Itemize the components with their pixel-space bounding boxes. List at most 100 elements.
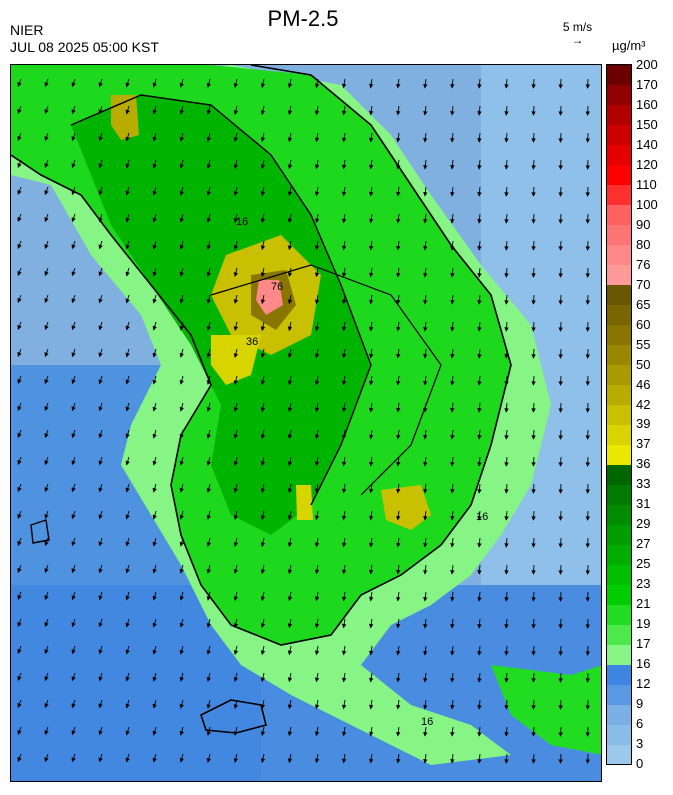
wind-arrow-icon [152, 645, 157, 655]
wind-arrow-icon [287, 537, 293, 548]
wind-arrow-icon [71, 537, 76, 547]
wind-arrow-icon [98, 726, 103, 736]
wind-arrow-icon [341, 267, 347, 278]
wind-arrow-icon [450, 753, 455, 764]
wind-arrow-icon [450, 321, 455, 332]
wind-arrow-icon [314, 240, 320, 251]
wind-arrow-icon [206, 240, 212, 250]
legend-swatch [607, 684, 631, 705]
wind-arrow-icon [531, 726, 536, 737]
wind-arrow-icon [287, 618, 293, 629]
wind-arrow-icon [17, 267, 22, 276]
wind-arrow-icon [425, 780, 426, 781]
legend-tick-label: 36 [636, 456, 651, 472]
wind-arrow-icon [17, 321, 22, 330]
wind-arrow-icon [341, 132, 347, 143]
wind-arrow-icon [71, 483, 76, 493]
wind-arrow-icon [368, 375, 374, 386]
wind-arrow-icon [71, 267, 76, 277]
wind-arrow-icon [341, 672, 347, 683]
wind-arrow-icon [71, 213, 76, 223]
wind-arrow-icon [98, 510, 103, 520]
wind-arrow-icon [17, 699, 22, 708]
wind-arrow-icon [341, 618, 347, 629]
wind-arrow-icon [125, 537, 130, 547]
wind-arrow-icon [341, 159, 347, 170]
wind-arrow-icon [98, 375, 103, 385]
wind-arrow-icon [368, 267, 374, 278]
wind-arrow-icon [396, 78, 401, 89]
wind-arrow-icon [287, 483, 293, 494]
wind-arrow-icon [98, 213, 103, 223]
wind-arrow-icon [450, 672, 455, 683]
wind-arrow-icon [314, 726, 320, 737]
wind-arrow-icon [152, 240, 157, 250]
wind-arrow-icon [152, 591, 157, 601]
wind-arrow-icon [558, 132, 563, 143]
unit-label: µg/m³ [612, 38, 646, 53]
wind-arrow-icon [263, 780, 264, 781]
wind-arrow-icon [125, 375, 130, 385]
wind-arrow-icon [44, 78, 49, 88]
wind-arrow-icon [206, 510, 212, 520]
wind-arrow-icon [531, 402, 536, 413]
wind-arrow-icon [260, 510, 266, 521]
wind-arrow-icon [368, 726, 374, 737]
wind-arrow-icon [423, 564, 428, 575]
legend-tick-label: 23 [636, 576, 651, 592]
wind-arrow-icon [206, 402, 212, 412]
wind-arrow-icon [504, 726, 509, 737]
wind-arrow-icon [341, 645, 347, 656]
wind-arrow-icon [531, 78, 536, 89]
wind-arrow-icon [477, 537, 482, 548]
legend-tick-label: 39 [636, 416, 651, 432]
wind-arrow-icon [396, 213, 401, 224]
wind-arrow-icon [558, 429, 563, 440]
legend-tick-label: 100 [636, 196, 658, 212]
wind-arrow-icon [17, 159, 22, 168]
wind-arrow-icon [423, 348, 428, 359]
wind-arrow-icon [396, 753, 401, 764]
wind-arrow-icon [341, 105, 347, 116]
contour-label-2: 36 [246, 336, 258, 348]
wind-arrow-icon [206, 645, 212, 655]
legend-swatch [607, 664, 631, 685]
wind-arrow-icon [423, 294, 428, 305]
wind-arrow-icon [71, 699, 76, 709]
wind-arrow-icon [314, 375, 320, 386]
wind-arrow-icon [206, 375, 212, 385]
wind-arrow-icon [260, 78, 266, 89]
wind-arrow-icon [533, 780, 534, 781]
wind-arrow-icon [341, 753, 347, 764]
wind-arrow-icon [287, 186, 293, 197]
wind-arrow-icon [314, 186, 320, 197]
wind-arrow-icon [531, 348, 536, 359]
wind-arrow-icon [71, 78, 76, 88]
wind-arrow-icon [314, 645, 320, 656]
wind-arrow-icon [44, 753, 49, 763]
wind-arrow-icon [125, 402, 130, 412]
wind-arrow-icon [531, 510, 536, 521]
wind-arrow-icon [450, 240, 455, 251]
wind-arrow-icon [450, 375, 455, 386]
wind-arrow-icon [44, 699, 49, 709]
wind-arrow-icon [423, 618, 428, 629]
wind-arrow-icon [233, 537, 239, 548]
wind-arrow-icon [423, 213, 428, 224]
wind-arrow-icon [44, 105, 49, 115]
wind-arrow-icon [341, 321, 347, 332]
wind-arrow-icon [558, 618, 563, 629]
wind-arrow-icon [287, 294, 293, 305]
wind-arrow-icon [71, 591, 76, 601]
legend-tick-label: 200 [636, 57, 658, 72]
wind-arrow-icon [125, 456, 130, 466]
wind-arrow-icon [531, 591, 536, 602]
wind-arrow-icon [44, 564, 49, 574]
wind-arrow-icon [44, 429, 49, 439]
legend-swatch [607, 65, 631, 86]
wind-arrow-icon [287, 456, 293, 467]
wind-arrow-icon [423, 267, 428, 278]
wind-arrow-icon [396, 645, 401, 656]
wind-arrow-icon [44, 348, 49, 358]
wind-arrow-icon [179, 375, 184, 385]
